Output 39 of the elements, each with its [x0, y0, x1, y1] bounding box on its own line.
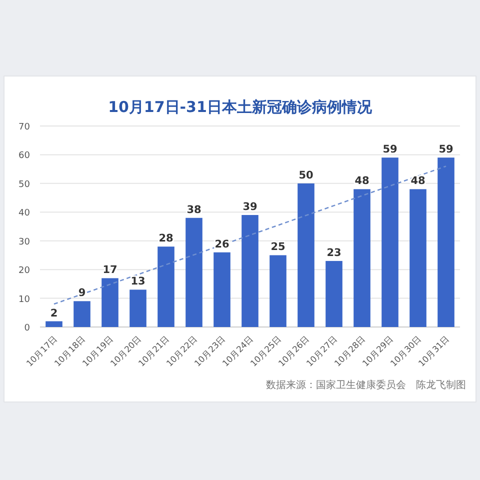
bar — [382, 158, 398, 327]
bar — [130, 290, 146, 327]
data-label: 50 — [298, 169, 314, 182]
y-tick-label: 50 — [18, 180, 30, 190]
bar — [46, 321, 62, 327]
data-label: 39 — [242, 201, 258, 214]
data-label: 17 — [102, 264, 118, 276]
bar — [298, 183, 314, 327]
data-label: 25 — [270, 241, 286, 254]
y-tick-label: 0 — [24, 324, 30, 334]
data-label: 13 — [130, 276, 146, 288]
y-tick-label: 10 — [18, 294, 30, 305]
bar — [158, 246, 174, 327]
y-tick-label: 40 — [18, 208, 30, 219]
bar — [270, 255, 286, 327]
bar — [354, 189, 370, 327]
y-tick-label: 30 — [18, 237, 30, 248]
source-note: 数据来源：国家卫生健康委员会 陈龙飞制图 — [266, 379, 466, 391]
data-label: 28 — [158, 232, 174, 245]
data-label: 48 — [410, 175, 426, 188]
bar — [102, 278, 118, 327]
data-label: 59 — [382, 144, 398, 156]
bar — [186, 218, 202, 327]
data-label: 48 — [354, 175, 370, 188]
bar — [410, 189, 426, 327]
y-tick-label: 20 — [18, 266, 30, 276]
chart-title: 10月17日-31日本土新冠确诊病例情况 — [108, 98, 373, 116]
y-tick-label: 60 — [18, 151, 30, 162]
data-label: 38 — [186, 204, 202, 216]
bar — [326, 260, 342, 327]
data-label: 59 — [438, 144, 454, 156]
data-label: 23 — [326, 246, 342, 259]
data-label: 9 — [78, 287, 86, 300]
bar — [438, 158, 454, 327]
y-tick-label: 70 — [18, 122, 30, 132]
bar — [214, 252, 230, 327]
bar — [242, 215, 258, 327]
data-label: 2 — [50, 307, 58, 320]
bar — [74, 301, 90, 327]
